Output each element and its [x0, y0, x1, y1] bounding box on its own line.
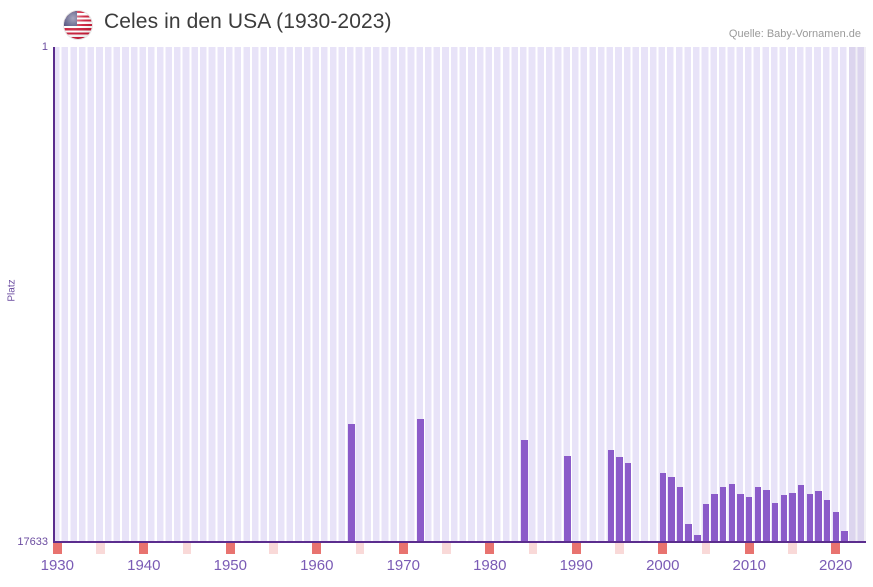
bar-1964: [348, 424, 355, 542]
bar-1989: [564, 456, 571, 542]
x-tick-label-1970: 1970: [386, 557, 420, 574]
y-axis-title: Platz: [6, 279, 18, 302]
bar-2014: [780, 495, 788, 542]
tick-mark-1960: [312, 543, 322, 554]
bar-2008: [728, 484, 736, 542]
bar-2007: [720, 486, 727, 542]
tick-mark-2010: [744, 543, 754, 554]
forecast-shaded-region: [848, 47, 866, 542]
bar-2017: [806, 494, 813, 542]
x-tick-label-2010: 2010: [732, 557, 766, 574]
tick-mark-1970: [398, 543, 408, 554]
tick-mark-1975: [442, 543, 451, 554]
bar-1984: [521, 439, 528, 542]
bar-2005: [702, 504, 710, 542]
bar-2021: [841, 530, 848, 542]
bar-2000: [659, 472, 666, 542]
bar-1996: [624, 463, 632, 542]
y-axis-bottom-tick-label: 17633: [17, 536, 48, 548]
tick-mark-1980: [485, 543, 495, 554]
bar-2012: [763, 490, 770, 542]
tick-mark-1945: [182, 543, 192, 554]
bar-2003: [685, 524, 692, 542]
bar-2004: [694, 534, 701, 542]
tick-mark-1995: [615, 543, 624, 554]
tick-mark-2015: [788, 543, 797, 554]
tick-mark-1935: [96, 543, 105, 554]
x-tick-label-1960: 1960: [300, 557, 334, 574]
tick-mark-1965: [355, 543, 365, 554]
y-axis-line: [53, 47, 55, 543]
tick-mark-1990: [571, 543, 581, 554]
tick-mark-2000: [658, 543, 668, 554]
tick-mark-2005: [701, 543, 711, 554]
bar-2010: [746, 496, 753, 542]
bar-1972: [417, 418, 424, 542]
x-tick-label-2020: 2020: [819, 557, 853, 574]
tick-mark-1955: [269, 543, 278, 554]
bar-2013: [771, 502, 779, 542]
bar-series: [53, 47, 866, 542]
bar-2019: [823, 499, 831, 542]
bar-2018: [815, 491, 822, 542]
bar-1995: [616, 457, 623, 542]
bar-2015: [789, 492, 796, 542]
x-tick-label-1930: 1930: [40, 557, 74, 574]
bar-2020: [832, 511, 839, 542]
tick-mark-1940: [139, 543, 149, 554]
us-flag-icon: [64, 11, 92, 39]
bar-2001: [668, 477, 675, 542]
bar-2011: [754, 486, 762, 542]
bar-2016: [797, 485, 805, 542]
plot-area: [53, 47, 866, 542]
chart-header: Celes in den USA (1930-2023) Quelle: Bab…: [0, 0, 873, 44]
tick-mark-1950: [225, 543, 235, 554]
x-tick-label-1990: 1990: [559, 557, 593, 574]
y-axis-top-tick-label: 1: [41, 41, 48, 53]
tick-mark-1985: [528, 543, 538, 554]
x-axis-line: [53, 541, 866, 543]
x-tick-label-1980: 1980: [473, 557, 507, 574]
bar-2009: [737, 494, 744, 542]
source-attribution: Quelle: Baby-Vornamen.de: [728, 28, 861, 40]
x-tick-label-1940: 1940: [127, 557, 161, 574]
tick-mark-1930: [53, 543, 62, 554]
bar-2002: [676, 487, 684, 542]
bar-1994: [607, 450, 615, 542]
grid: [53, 47, 866, 542]
bar-2006: [711, 494, 718, 542]
x-tick-label-2000: 2000: [646, 557, 680, 574]
tick-mark-2020: [831, 543, 841, 554]
page-title: Celes in den USA (1930-2023): [104, 10, 392, 33]
x-axis-tick-strip: [53, 543, 866, 554]
x-tick-label-1950: 1950: [213, 557, 247, 574]
flag-gloss: [64, 11, 92, 39]
